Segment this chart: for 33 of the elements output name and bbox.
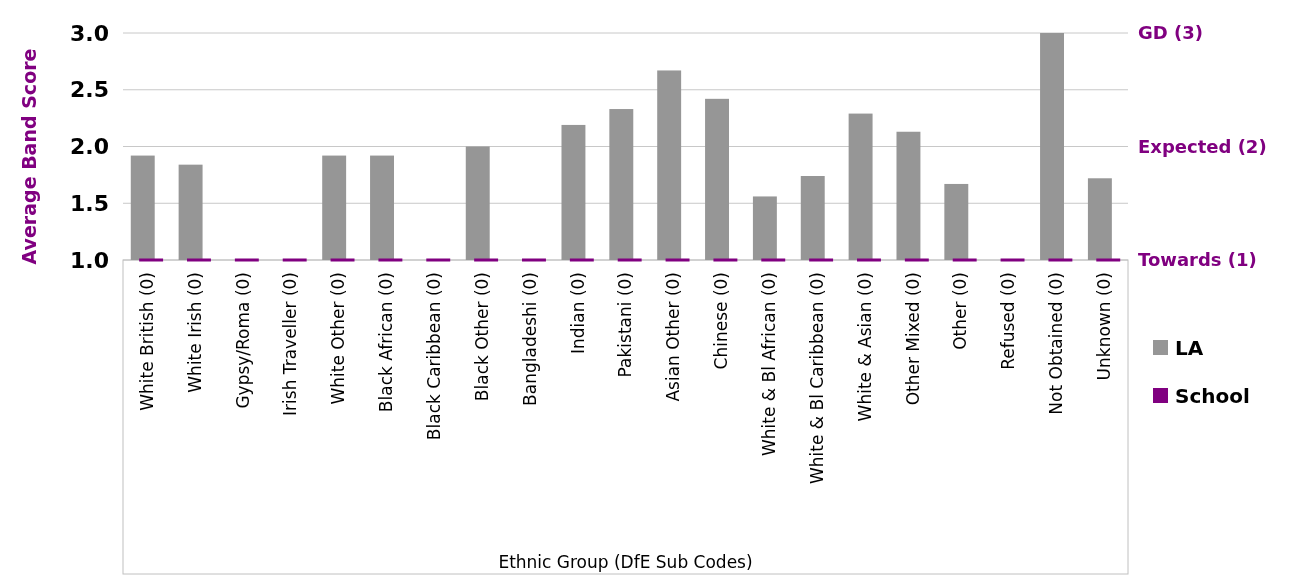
x-tick-label: White & Bl African (0) [759,272,780,457]
x-tick-label: Unknown (0) [1094,272,1115,381]
x-tick-label: Not Obtained (0) [1046,272,1067,415]
y-tick-label: 2.5 [70,77,109,103]
y2-tick-label: Expected (2) [1138,135,1267,157]
y-tick-label: 2.0 [70,134,109,160]
y-tick-label: 3.0 [70,20,109,46]
x-tick-label: White British (0) [136,272,157,411]
legend-label: LA [1175,336,1204,360]
x-tick-label: Black African (0) [376,272,397,413]
x-tick-label: Pakistani (0) [615,272,636,378]
y-axis-title: Average Band Score [18,48,40,265]
x-tick-label: Asian Other (0) [663,272,684,402]
x-axis-title: Ethnic Group (DfE Sub Codes) [498,552,753,572]
x-tick-label: White & Asian (0) [854,272,875,422]
x-tick-label: White Irish (0) [184,272,205,393]
x-tick-label: Black Other (0) [471,272,492,402]
x-tick-label: Other Mixed (0) [902,272,923,406]
x-tick-label: Other (0) [950,272,971,350]
y-tick-label: 1.0 [70,247,109,273]
x-tick-label: Bangladeshi (0) [519,272,540,406]
y-tick-label: 1.5 [70,190,109,216]
x-tick-label: Irish Traveller (0) [280,272,301,416]
x-tick-label: White Other (0) [328,272,349,405]
x-tick-label: Refused (0) [998,272,1019,370]
x-tick-label: White & Bl Caribbean (0) [806,272,827,485]
y2-tick-label: GD (3) [1138,22,1203,44]
x-tick-label: Indian (0) [567,272,588,354]
x-tick-label: Gypsy/Roma (0) [232,272,253,409]
x-tick-label: Chinese (0) [711,272,732,370]
legend-label: School [1175,384,1250,408]
y2-tick-label: Towards (1) [1138,249,1257,271]
x-tick-label: Black Caribbean (0) [424,272,445,441]
